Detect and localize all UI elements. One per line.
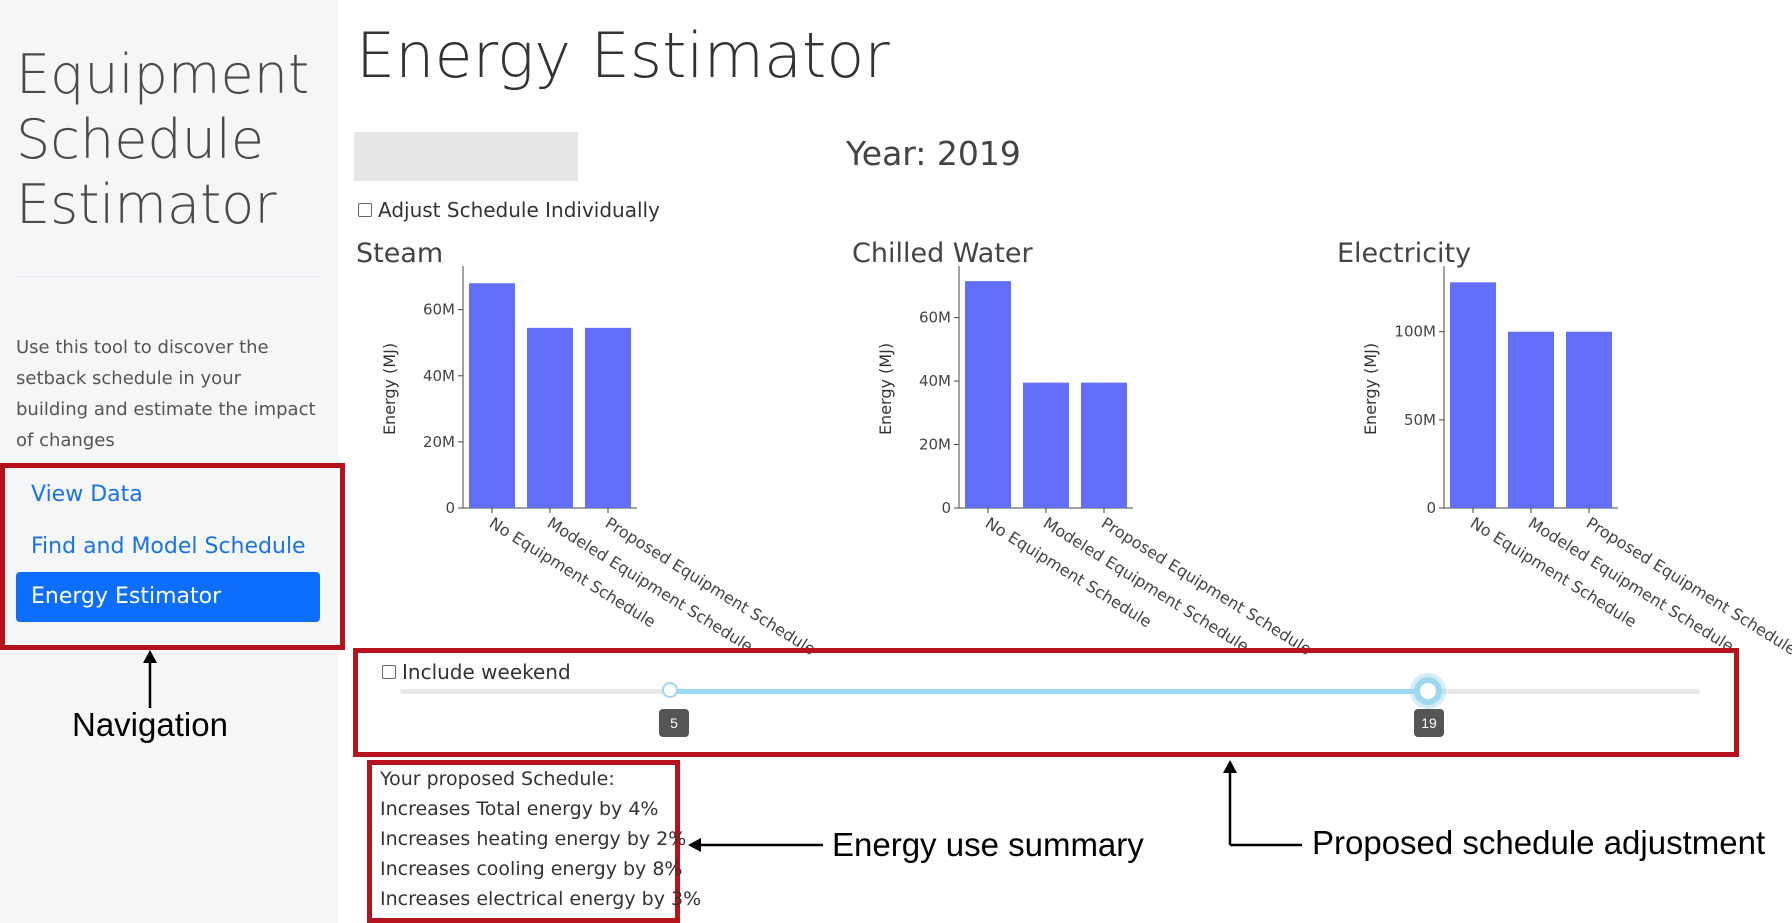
- checkbox-label: Include weekend: [402, 660, 571, 684]
- x-tick-label: Proposed Equipment Schedule: [1098, 513, 1315, 659]
- y-tick-label: 40M: [919, 372, 951, 390]
- steam-chart: Steam 0 20M 40M 60M Energy (MJ) No Equipment …: [356, 238, 836, 659]
- schedule-slider-range: [671, 689, 1428, 694]
- energy-summary-annotation: Energy use summary: [832, 826, 1144, 863]
- y-tick-label: 0: [1426, 499, 1436, 517]
- bar: [1023, 382, 1069, 508]
- summary-total: Increases Total energy by 4%: [380, 798, 659, 820]
- navigation-annotation: Navigation: [72, 706, 228, 743]
- slider-handle-end[interactable]: [1414, 677, 1442, 705]
- slider-handle-start[interactable]: [662, 682, 678, 698]
- sidebar-divider: [16, 276, 320, 277]
- arrow-up-icon: [1223, 760, 1237, 773]
- bar: [469, 283, 515, 508]
- y-tick-label: 60M: [919, 309, 951, 327]
- include-weekend-checkbox[interactable]: Include weekend: [382, 660, 571, 684]
- y-tick-label: 20M: [919, 436, 951, 454]
- chilled-water-chart: Chilled Water 0 20M 40M 60M Energy (MJ) No Eq…: [852, 238, 1332, 659]
- slider-start-value: 5: [659, 709, 689, 737]
- schedule-adjustment-annotation: Proposed schedule adjustment: [1312, 824, 1766, 861]
- y-axis-label: Energy (MJ): [876, 343, 895, 435]
- page-title: Energy Estimator: [356, 19, 890, 92]
- electricity-chart: Electricity 0 50M 100M Energy (MJ) No Equipm…: [1337, 238, 1792, 659]
- bar: [585, 327, 631, 508]
- summary-cooling: Increases cooling energy by 8%: [380, 858, 683, 880]
- adjust-schedule-individually-checkbox[interactable]: Adjust Schedule Individually: [358, 198, 660, 222]
- app-title: Equipment Schedule Estimator: [16, 43, 310, 236]
- bar: [1450, 282, 1496, 508]
- x-tick-label: Proposed Equipment Schedule: [1583, 513, 1792, 659]
- y-tick-label: 60M: [423, 301, 455, 319]
- bar: [527, 327, 573, 508]
- nav-energy-estimator[interactable]: Energy Estimator: [16, 572, 320, 622]
- chart-title: Chilled Water: [852, 238, 1033, 269]
- summary-heating: Increases heating energy by 2%: [380, 828, 687, 850]
- y-tick-label: 20M: [423, 433, 455, 451]
- y-axis-label: Energy (MJ): [1361, 343, 1380, 435]
- sidebar-description: Use this tool to discover the setback sc…: [16, 337, 316, 451]
- bar: [1081, 382, 1127, 508]
- schedule-adjustment-highlight: [353, 648, 1739, 757]
- checkbox-box[interactable]: [358, 203, 372, 217]
- arrow-left-icon: [688, 838, 701, 852]
- navigation-highlight: [0, 463, 345, 650]
- chart-title: Steam: [356, 238, 444, 269]
- energy-summary-highlight: [367, 760, 680, 923]
- y-tick-label: 100M: [1394, 323, 1436, 341]
- building-selector[interactable]: [354, 132, 578, 181]
- slider-end-value: 19: [1414, 709, 1444, 737]
- y-axis-label: Energy (MJ): [380, 343, 399, 435]
- bar: [1566, 331, 1612, 508]
- summary-heading: Your proposed Schedule:: [380, 768, 615, 790]
- nav-find-and-model-schedule[interactable]: Find and Model Schedule: [31, 534, 306, 559]
- summary-electrical: Increases electrical energy by 3%: [380, 888, 702, 910]
- nav-view-data[interactable]: View Data: [31, 482, 143, 507]
- year-label: Year: 2019: [846, 134, 1021, 173]
- checkbox-box[interactable]: [382, 665, 396, 679]
- y-tick-label: 0: [941, 499, 951, 517]
- chart-title: Electricity: [1337, 238, 1472, 269]
- y-tick-label: 40M: [423, 367, 455, 385]
- sidebar: Equipment Schedule Estimator Use this to…: [0, 0, 338, 923]
- bar: [1508, 331, 1554, 508]
- x-tick-label: Proposed Equipment Schedule: [602, 513, 819, 659]
- y-tick-label: 50M: [1404, 411, 1436, 429]
- bar: [965, 281, 1011, 508]
- y-tick-label: 0: [445, 499, 455, 517]
- checkbox-label: Adjust Schedule Individually: [378, 198, 660, 222]
